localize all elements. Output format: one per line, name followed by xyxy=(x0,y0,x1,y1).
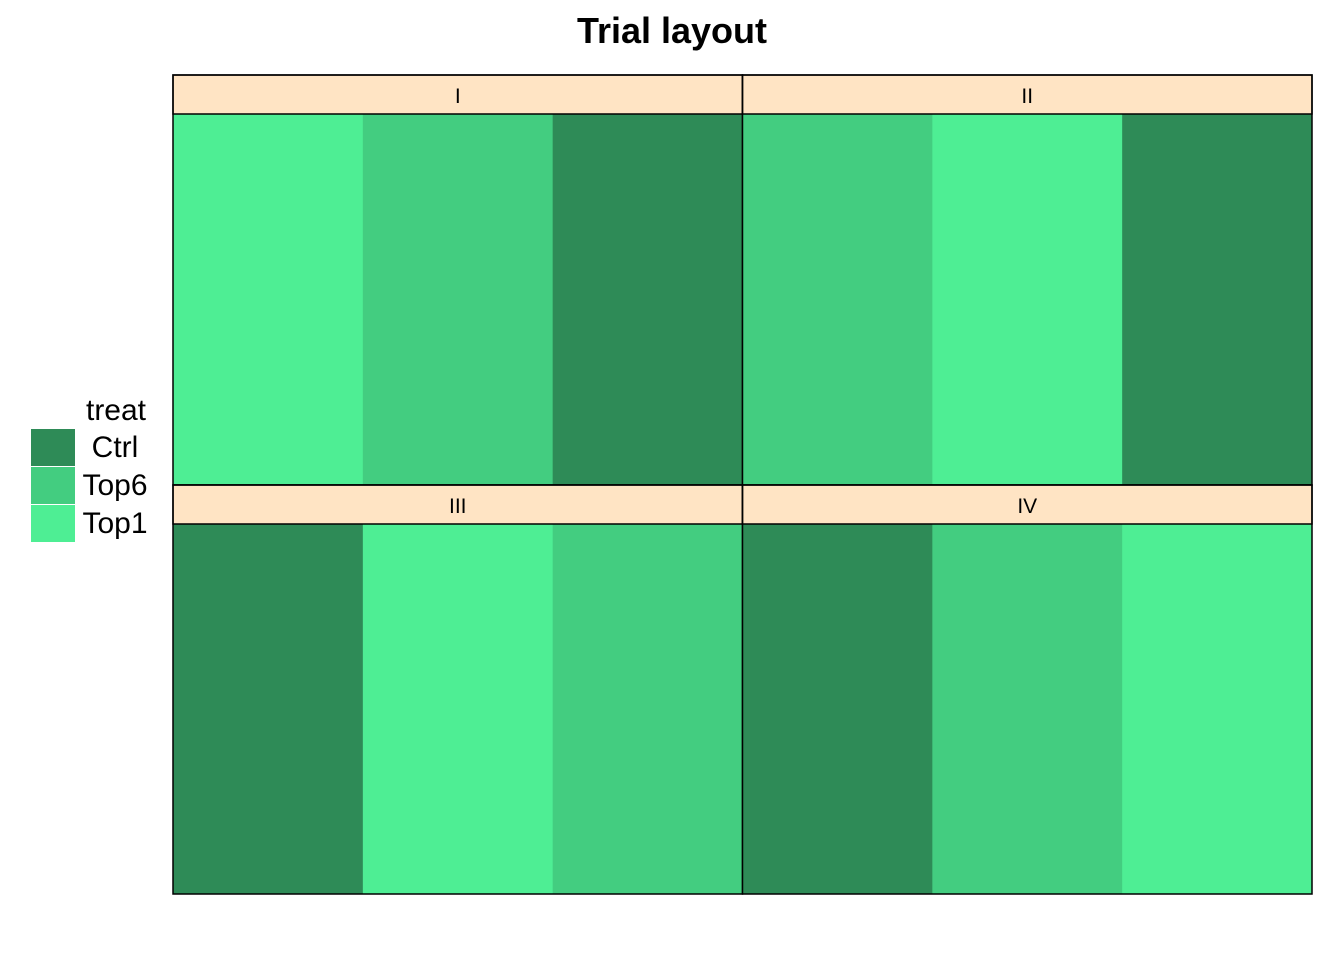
strip-i xyxy=(172,74,744,115)
plot-cell-iv-3 xyxy=(1122,524,1313,894)
legend-key-top1 xyxy=(31,505,75,542)
panel-border-iv xyxy=(741,484,1313,895)
plot-cell-iv-2 xyxy=(932,524,1123,894)
plot-cell-iii-2 xyxy=(362,524,554,894)
plot-cell-i-3 xyxy=(552,114,743,485)
plot-cell-ii-2 xyxy=(932,114,1123,485)
legend-label-top6: Top6 xyxy=(82,469,148,502)
plot-cell-iv-1 xyxy=(742,524,933,894)
plot-cell-ii-3 xyxy=(1122,114,1313,485)
legend-label-ctrl: Ctrl xyxy=(91,431,139,464)
plot-cell-iii-1 xyxy=(173,524,364,894)
plot-cell-i-1 xyxy=(173,114,364,485)
plot-cell-iii-3 xyxy=(552,524,743,894)
legend-title: treat xyxy=(85,394,147,427)
plot-cell-i-2 xyxy=(362,114,554,485)
strip-label-ii: II xyxy=(1021,85,1033,108)
legend-key-top6 xyxy=(31,467,75,504)
legend-key-ctrl xyxy=(31,429,75,466)
chart-title: Trial layout xyxy=(576,10,768,51)
strip-label-iii: III xyxy=(449,495,467,518)
plot-cell-ii-1 xyxy=(742,114,933,485)
strip-label-i: I xyxy=(455,85,461,108)
legend-label-top1: Top1 xyxy=(82,507,148,540)
strip-label-iv: IV xyxy=(1017,495,1037,518)
